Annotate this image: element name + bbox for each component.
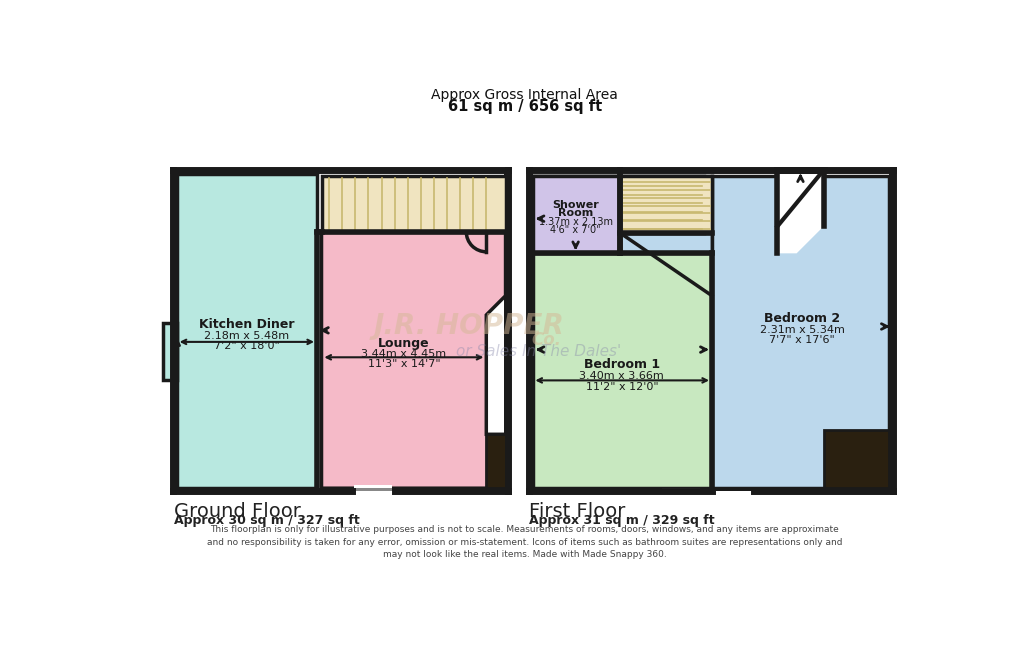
Bar: [620, 176, 712, 233]
Bar: [532, 176, 620, 253]
Text: 7'2" x 18'0": 7'2" x 18'0": [214, 340, 280, 351]
Text: Kitchen Diner: Kitchen Diner: [199, 319, 295, 331]
Text: Approx 31 sq m / 329 sq ft: Approx 31 sq m / 329 sq ft: [528, 514, 715, 527]
Text: J.R. HOPPER: J.R. HOPPER: [374, 313, 565, 340]
Polygon shape: [486, 434, 506, 488]
Bar: [662, 488, 700, 494]
Text: Approx Gross Internal Area: Approx Gross Internal Area: [431, 88, 618, 102]
Polygon shape: [322, 232, 506, 488]
Bar: [322, 176, 506, 232]
Polygon shape: [777, 170, 823, 253]
Text: or Sales In The Dales': or Sales In The Dales': [456, 344, 622, 359]
Bar: [712, 176, 889, 488]
Bar: [177, 174, 316, 488]
Text: Approx 30 sq m / 327 sq ft: Approx 30 sq m / 327 sq ft: [174, 514, 359, 527]
Text: 2.18m x 5.48m: 2.18m x 5.48m: [204, 330, 290, 340]
Text: 3.40m x 3.66m: 3.40m x 3.66m: [580, 371, 665, 381]
Bar: [823, 430, 889, 488]
Bar: [354, 488, 392, 491]
Text: 11'2" x 12'0": 11'2" x 12'0": [586, 381, 658, 391]
Text: 7'7" x 17'6": 7'7" x 17'6": [769, 335, 835, 345]
Text: Lounge: Lounge: [378, 337, 430, 350]
Bar: [532, 176, 620, 253]
Text: Bedroom 2: Bedroom 2: [764, 312, 840, 325]
Bar: [173, 170, 508, 491]
Text: 3.44m x 4.45m: 3.44m x 4.45m: [361, 349, 446, 359]
Text: Shower: Shower: [552, 200, 599, 210]
Text: Room: Room: [558, 208, 593, 218]
Text: Ground Floor: Ground Floor: [174, 502, 301, 521]
Text: This floorplan is only for illustrative purposes and is not to scale. Measuremen: This floorplan is only for illustrative …: [207, 525, 843, 559]
Text: 2.31m x 5.34m: 2.31m x 5.34m: [760, 325, 845, 334]
Bar: [620, 176, 705, 233]
Bar: [532, 176, 712, 253]
Text: 1.37m x 2.13m: 1.37m x 2.13m: [539, 217, 612, 227]
Bar: [354, 485, 392, 491]
Bar: [532, 253, 889, 488]
Text: Bedroom 1: Bedroom 1: [584, 358, 659, 371]
Bar: [177, 173, 504, 488]
Bar: [662, 491, 700, 494]
Text: First Floor: First Floor: [528, 502, 625, 521]
Bar: [532, 253, 712, 488]
Bar: [532, 173, 889, 488]
Bar: [163, 323, 177, 380]
Text: 61 sq m / 656 sq ft: 61 sq m / 656 sq ft: [447, 98, 602, 114]
Bar: [528, 170, 893, 491]
Text: Co.: Co.: [531, 331, 561, 350]
Text: 11'3" x 14'7": 11'3" x 14'7": [368, 359, 440, 369]
Text: 4'6" x 7'0": 4'6" x 7'0": [550, 225, 601, 235]
